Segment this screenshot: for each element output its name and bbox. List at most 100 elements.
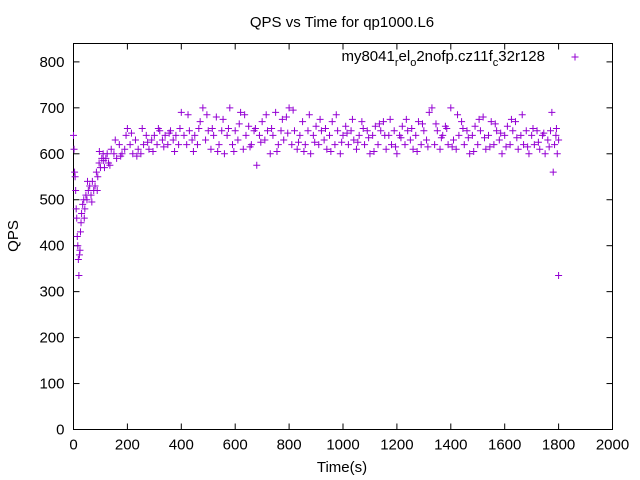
data-point <box>386 115 394 123</box>
data-point <box>344 141 352 149</box>
x-tick-label: 1600 <box>488 437 521 454</box>
y-axis-label: QPS <box>5 220 22 252</box>
data-point <box>502 143 510 151</box>
data-point <box>518 111 526 119</box>
data-point <box>370 147 378 155</box>
data-point <box>375 120 383 128</box>
data-point <box>425 108 433 116</box>
data-point <box>122 131 130 139</box>
data-point <box>331 141 339 149</box>
legend-marker-plus <box>571 53 579 61</box>
data-point <box>398 122 406 130</box>
data-point <box>282 113 290 121</box>
data-point <box>220 150 228 158</box>
data-point <box>486 143 494 151</box>
data-point <box>334 127 342 135</box>
data-point <box>100 164 108 172</box>
data-point <box>402 115 410 123</box>
data-point <box>409 145 417 153</box>
data-point <box>522 127 530 135</box>
data-point <box>552 125 560 133</box>
data-point <box>312 122 320 130</box>
data-point <box>123 125 131 133</box>
data-point <box>358 118 366 126</box>
data-point <box>431 141 439 149</box>
data-point <box>210 131 218 139</box>
data-point <box>304 127 312 135</box>
data-point <box>255 131 263 139</box>
data-point <box>266 150 274 158</box>
x-tick-label: 1000 <box>326 437 359 454</box>
data-point <box>424 143 432 151</box>
data-point <box>361 141 369 149</box>
data-point <box>509 127 517 135</box>
legend-marker <box>571 53 579 61</box>
data-point <box>91 182 99 190</box>
data-point <box>207 145 215 153</box>
data-point <box>549 168 557 176</box>
data-point <box>476 127 484 135</box>
data-point <box>485 131 493 139</box>
data-point <box>305 111 313 119</box>
data-point <box>503 122 511 130</box>
data-point <box>121 145 129 153</box>
data-point <box>188 136 196 144</box>
data-point <box>475 115 483 123</box>
data-point <box>199 104 207 112</box>
data-point <box>377 127 385 135</box>
data-point <box>480 134 488 142</box>
data-point <box>347 127 355 135</box>
data-point <box>555 136 563 144</box>
data-point <box>463 127 471 135</box>
data-point <box>191 131 199 139</box>
data-point <box>506 141 514 149</box>
data-point <box>172 131 180 139</box>
data-point <box>406 136 414 144</box>
x-tick-label: 2000 <box>596 437 629 454</box>
data-point <box>359 125 367 133</box>
data-point <box>274 141 282 149</box>
data-point <box>70 145 78 153</box>
data-point <box>129 150 137 158</box>
data-point <box>369 131 377 139</box>
data-point <box>117 152 125 160</box>
data-point <box>237 108 245 116</box>
data-point <box>328 118 336 126</box>
data-point <box>495 136 503 144</box>
data-point <box>355 131 363 139</box>
data-point <box>551 141 559 149</box>
data-point <box>235 120 243 128</box>
plot-area-border <box>73 43 613 430</box>
data-point <box>75 251 83 259</box>
data-point <box>76 246 84 254</box>
chart-title: QPS vs Time for qp1000.L6 <box>250 14 434 31</box>
data-point <box>180 131 188 139</box>
data-point <box>497 129 505 137</box>
data-point <box>447 104 455 112</box>
data-point <box>144 138 152 146</box>
data-point <box>242 131 250 139</box>
data-point <box>133 152 141 160</box>
data-point <box>432 120 440 128</box>
data-point <box>253 161 261 169</box>
data-point <box>285 104 293 112</box>
data-point <box>309 131 317 139</box>
data-point <box>444 141 452 149</box>
data-point <box>115 141 123 149</box>
data-point <box>491 120 499 128</box>
data-point <box>77 219 85 227</box>
data-point <box>269 131 277 139</box>
data-point <box>511 118 519 126</box>
data-point <box>534 138 542 146</box>
data-point <box>230 147 238 155</box>
data-point <box>204 127 212 135</box>
data-point <box>288 141 296 149</box>
data-point <box>150 131 158 139</box>
y-tick-label: 400 <box>39 238 64 255</box>
data-point <box>134 145 142 153</box>
data-point <box>196 118 204 126</box>
data-point <box>423 136 431 144</box>
data-point <box>520 141 528 149</box>
data-point <box>92 168 100 176</box>
y-tick-label: 600 <box>39 146 64 163</box>
